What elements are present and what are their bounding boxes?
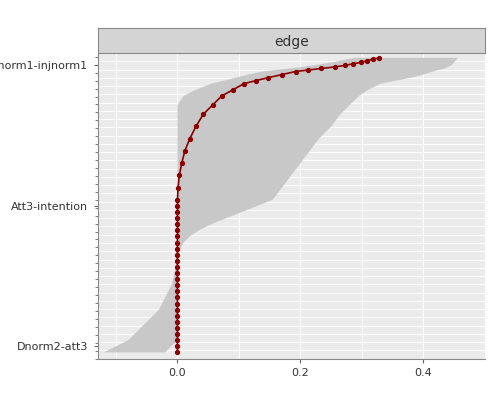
Text: edge: edge: [274, 35, 308, 49]
Polygon shape: [104, 58, 458, 352]
